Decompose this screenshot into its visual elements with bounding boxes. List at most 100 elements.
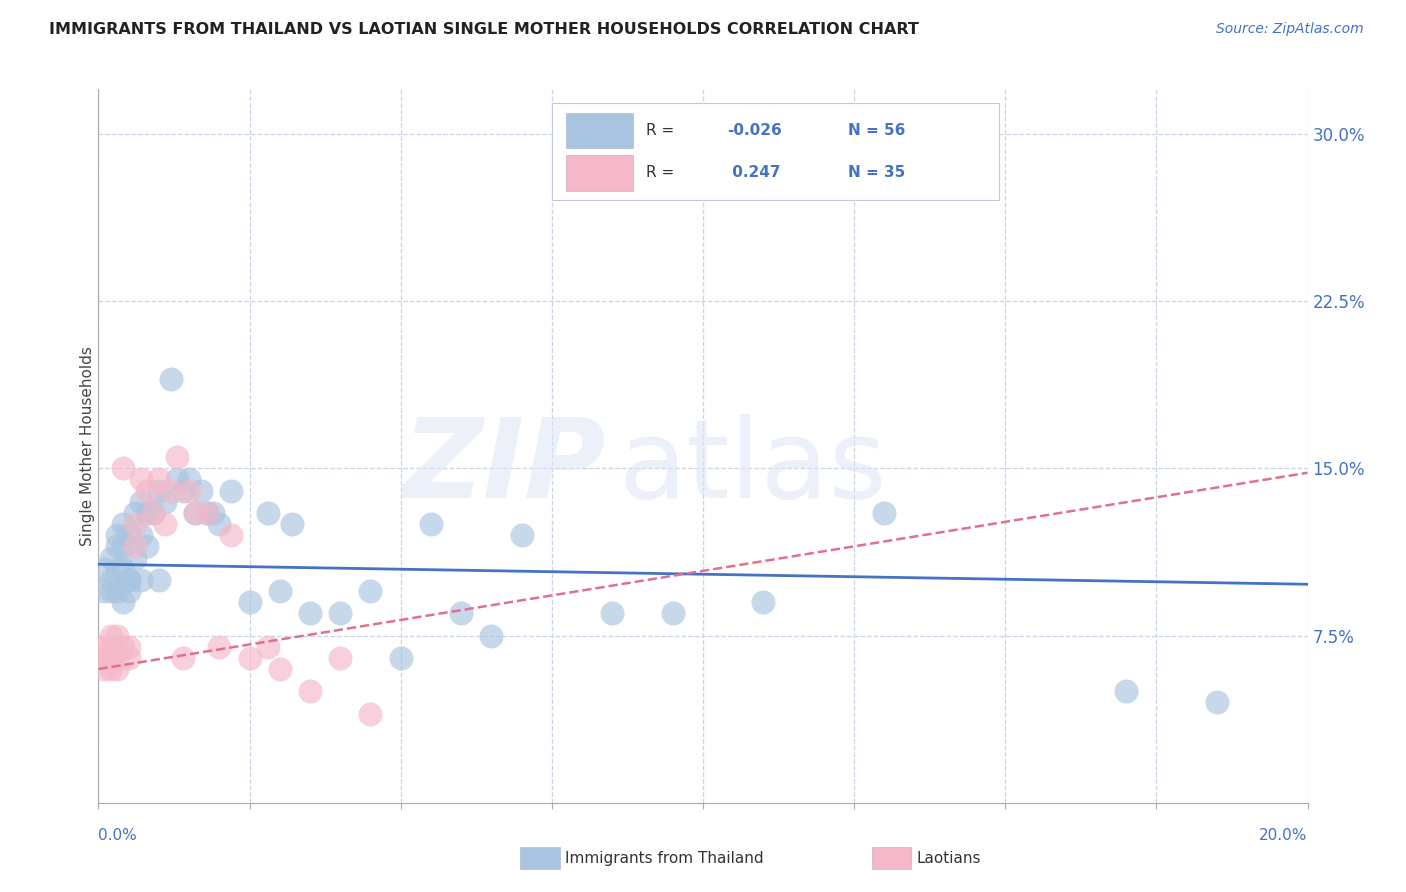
Point bbox=[105, 528, 128, 542]
Point bbox=[450, 607, 472, 621]
Point bbox=[142, 506, 165, 520]
Text: R =: R = bbox=[647, 123, 679, 138]
Point bbox=[111, 461, 134, 475]
Point bbox=[172, 483, 194, 498]
Point bbox=[93, 651, 115, 665]
Point bbox=[239, 595, 262, 609]
Text: 20.0%: 20.0% bbox=[1260, 829, 1308, 843]
Point bbox=[105, 583, 128, 598]
Point bbox=[329, 607, 352, 621]
Point bbox=[195, 506, 218, 520]
Point bbox=[153, 494, 176, 508]
FancyBboxPatch shape bbox=[567, 155, 633, 191]
Point bbox=[129, 473, 152, 487]
Point bbox=[124, 506, 146, 520]
Point bbox=[299, 684, 322, 698]
Point bbox=[105, 562, 128, 576]
Point bbox=[118, 573, 141, 587]
Text: N = 56: N = 56 bbox=[848, 123, 905, 138]
Point bbox=[256, 640, 278, 654]
Text: ZIP: ZIP bbox=[402, 414, 606, 521]
Point bbox=[148, 473, 170, 487]
Point bbox=[124, 539, 146, 553]
Point bbox=[100, 550, 122, 565]
Point bbox=[510, 528, 533, 542]
Text: R =: R = bbox=[647, 165, 679, 180]
Point bbox=[148, 573, 170, 587]
Point bbox=[118, 528, 141, 542]
Text: -0.026: -0.026 bbox=[727, 123, 782, 138]
Point bbox=[142, 506, 165, 520]
Point bbox=[160, 372, 183, 386]
Point bbox=[111, 640, 134, 654]
Point bbox=[111, 595, 134, 609]
Point bbox=[118, 640, 141, 654]
Point bbox=[184, 506, 207, 520]
Point bbox=[111, 562, 134, 576]
Point bbox=[129, 494, 152, 508]
Point bbox=[100, 583, 122, 598]
FancyBboxPatch shape bbox=[567, 112, 633, 148]
Point bbox=[105, 539, 128, 553]
Point bbox=[420, 517, 443, 532]
Point bbox=[100, 573, 122, 587]
Point bbox=[221, 528, 243, 542]
FancyBboxPatch shape bbox=[553, 103, 1000, 200]
Point bbox=[105, 628, 128, 642]
Point bbox=[269, 662, 291, 676]
Point bbox=[100, 651, 122, 665]
Point bbox=[752, 595, 775, 609]
Point bbox=[111, 517, 134, 532]
Point bbox=[256, 506, 278, 520]
Point bbox=[93, 662, 115, 676]
Point bbox=[100, 662, 122, 676]
Point bbox=[662, 607, 685, 621]
Point bbox=[166, 473, 188, 487]
Point bbox=[124, 550, 146, 565]
Point bbox=[179, 483, 201, 498]
Point bbox=[239, 651, 262, 665]
Point bbox=[195, 506, 218, 520]
Text: N = 35: N = 35 bbox=[848, 165, 905, 180]
Point bbox=[389, 651, 412, 665]
Y-axis label: Single Mother Households: Single Mother Households bbox=[80, 346, 94, 546]
Text: Laotians: Laotians bbox=[917, 851, 981, 865]
Point bbox=[172, 651, 194, 665]
Point bbox=[184, 506, 207, 520]
Text: Immigrants from Thailand: Immigrants from Thailand bbox=[565, 851, 763, 865]
Point bbox=[1115, 684, 1137, 698]
Point bbox=[269, 583, 291, 598]
Text: atlas: atlas bbox=[619, 414, 887, 521]
Point bbox=[360, 583, 382, 598]
Point bbox=[166, 450, 188, 465]
Text: Source: ZipAtlas.com: Source: ZipAtlas.com bbox=[1216, 22, 1364, 37]
Text: 0.247: 0.247 bbox=[727, 165, 780, 180]
Point bbox=[118, 583, 141, 598]
Point bbox=[129, 528, 152, 542]
Point bbox=[190, 483, 212, 498]
Point bbox=[93, 640, 115, 654]
Point bbox=[281, 517, 304, 532]
Point bbox=[100, 640, 122, 654]
Point bbox=[129, 573, 152, 587]
Point bbox=[160, 483, 183, 498]
Point bbox=[135, 506, 157, 520]
Point bbox=[481, 628, 503, 642]
Point bbox=[1206, 696, 1229, 710]
Point bbox=[93, 562, 115, 576]
Point bbox=[299, 607, 322, 621]
Point bbox=[93, 583, 115, 598]
Point bbox=[329, 651, 352, 665]
Point bbox=[208, 517, 231, 532]
Point bbox=[179, 473, 201, 487]
Point bbox=[873, 506, 896, 520]
Point bbox=[135, 539, 157, 553]
Point bbox=[602, 607, 624, 621]
Point bbox=[124, 517, 146, 532]
Point bbox=[153, 517, 176, 532]
Point bbox=[202, 506, 225, 520]
Point bbox=[105, 662, 128, 676]
Point bbox=[360, 706, 382, 721]
Point bbox=[100, 628, 122, 642]
Text: IMMIGRANTS FROM THAILAND VS LAOTIAN SINGLE MOTHER HOUSEHOLDS CORRELATION CHART: IMMIGRANTS FROM THAILAND VS LAOTIAN SING… bbox=[49, 22, 920, 37]
